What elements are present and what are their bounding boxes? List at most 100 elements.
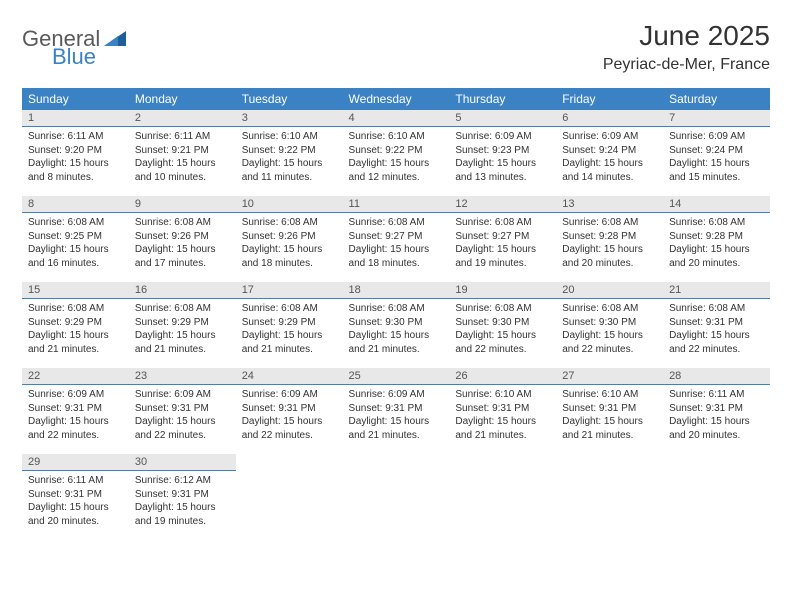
day-details: Sunrise: 6:10 AMSunset: 9:31 PMDaylight:… — [449, 385, 556, 446]
sunrise-text: Sunrise: 6:08 AM — [242, 302, 337, 316]
sunset-text: Sunset: 9:31 PM — [562, 402, 657, 416]
day-number: 20 — [556, 282, 663, 299]
calendar-week: 22Sunrise: 6:09 AMSunset: 9:31 PMDayligh… — [22, 368, 770, 454]
calendar-day: 11Sunrise: 6:08 AMSunset: 9:27 PMDayligh… — [343, 196, 450, 282]
day-number: 24 — [236, 368, 343, 385]
daylight-text-2: and 14 minutes. — [562, 171, 657, 185]
calendar-day: 14Sunrise: 6:08 AMSunset: 9:28 PMDayligh… — [663, 196, 770, 282]
logo-text-blue: Blue — [52, 44, 96, 70]
daylight-text-2: and 18 minutes. — [349, 257, 444, 271]
day-number: 28 — [663, 368, 770, 385]
sunset-text: Sunset: 9:20 PM — [28, 144, 123, 158]
sunrise-text: Sunrise: 6:08 AM — [562, 216, 657, 230]
daylight-text-1: Daylight: 15 hours — [242, 329, 337, 343]
sunrise-text: Sunrise: 6:08 AM — [135, 302, 230, 316]
day-number: 19 — [449, 282, 556, 299]
daylight-text-1: Daylight: 15 hours — [242, 157, 337, 171]
calendar-day: 1Sunrise: 6:11 AMSunset: 9:20 PMDaylight… — [22, 110, 129, 196]
day-details: Sunrise: 6:09 AMSunset: 9:24 PMDaylight:… — [556, 127, 663, 188]
day-details: Sunrise: 6:11 AMSunset: 9:21 PMDaylight:… — [129, 127, 236, 188]
sunset-text: Sunset: 9:30 PM — [349, 316, 444, 330]
day-number: 3 — [236, 110, 343, 127]
daylight-text-2: and 22 minutes. — [135, 429, 230, 443]
sunrise-text: Sunrise: 6:11 AM — [28, 474, 123, 488]
day-number: 25 — [343, 368, 450, 385]
calendar-day: 5Sunrise: 6:09 AMSunset: 9:23 PMDaylight… — [449, 110, 556, 196]
sunset-text: Sunset: 9:31 PM — [349, 402, 444, 416]
calendar-day: 19Sunrise: 6:08 AMSunset: 9:30 PMDayligh… — [449, 282, 556, 368]
daylight-text-1: Daylight: 15 hours — [28, 157, 123, 171]
daylight-text-1: Daylight: 15 hours — [455, 157, 550, 171]
day-details: Sunrise: 6:08 AMSunset: 9:25 PMDaylight:… — [22, 213, 129, 274]
day-details: Sunrise: 6:09 AMSunset: 9:31 PMDaylight:… — [343, 385, 450, 446]
day-details: Sunrise: 6:08 AMSunset: 9:31 PMDaylight:… — [663, 299, 770, 360]
day-details: Sunrise: 6:08 AMSunset: 9:29 PMDaylight:… — [22, 299, 129, 360]
calendar-table: Sunday Monday Tuesday Wednesday Thursday… — [22, 88, 770, 540]
day-header: Monday — [129, 88, 236, 110]
day-number: 8 — [22, 196, 129, 213]
calendar-day: 8Sunrise: 6:08 AMSunset: 9:25 PMDaylight… — [22, 196, 129, 282]
daylight-text-2: and 22 minutes. — [562, 343, 657, 357]
sunset-text: Sunset: 9:24 PM — [669, 144, 764, 158]
day-number: 13 — [556, 196, 663, 213]
calendar-day — [556, 454, 663, 540]
sunset-text: Sunset: 9:27 PM — [349, 230, 444, 244]
sunrise-text: Sunrise: 6:08 AM — [455, 302, 550, 316]
daylight-text-1: Daylight: 15 hours — [28, 415, 123, 429]
day-number: 7 — [663, 110, 770, 127]
sunrise-text: Sunrise: 6:08 AM — [669, 216, 764, 230]
daylight-text-1: Daylight: 15 hours — [669, 415, 764, 429]
calendar-day: 20Sunrise: 6:08 AMSunset: 9:30 PMDayligh… — [556, 282, 663, 368]
daylight-text-2: and 20 minutes. — [562, 257, 657, 271]
sunrise-text: Sunrise: 6:09 AM — [135, 388, 230, 402]
daylight-text-1: Daylight: 15 hours — [135, 243, 230, 257]
daylight-text-2: and 12 minutes. — [349, 171, 444, 185]
day-details: Sunrise: 6:09 AMSunset: 9:31 PMDaylight:… — [22, 385, 129, 446]
day-details: Sunrise: 6:10 AMSunset: 9:22 PMDaylight:… — [343, 127, 450, 188]
sunset-text: Sunset: 9:31 PM — [135, 488, 230, 502]
calendar-week: 29Sunrise: 6:11 AMSunset: 9:31 PMDayligh… — [22, 454, 770, 540]
day-details: Sunrise: 6:09 AMSunset: 9:24 PMDaylight:… — [663, 127, 770, 188]
daylight-text-2: and 13 minutes. — [455, 171, 550, 185]
daylight-text-1: Daylight: 15 hours — [455, 415, 550, 429]
sunset-text: Sunset: 9:31 PM — [455, 402, 550, 416]
sunset-text: Sunset: 9:30 PM — [562, 316, 657, 330]
daylight-text-2: and 21 minutes. — [28, 343, 123, 357]
calendar-day — [236, 454, 343, 540]
daylight-text-1: Daylight: 15 hours — [135, 501, 230, 515]
calendar-day: 29Sunrise: 6:11 AMSunset: 9:31 PMDayligh… — [22, 454, 129, 540]
day-details: Sunrise: 6:08 AMSunset: 9:30 PMDaylight:… — [343, 299, 450, 360]
day-details: Sunrise: 6:08 AMSunset: 9:27 PMDaylight:… — [449, 213, 556, 274]
sunset-text: Sunset: 9:26 PM — [242, 230, 337, 244]
calendar-day: 15Sunrise: 6:08 AMSunset: 9:29 PMDayligh… — [22, 282, 129, 368]
day-details: Sunrise: 6:10 AMSunset: 9:31 PMDaylight:… — [556, 385, 663, 446]
calendar-day: 23Sunrise: 6:09 AMSunset: 9:31 PMDayligh… — [129, 368, 236, 454]
sunrise-text: Sunrise: 6:08 AM — [28, 302, 123, 316]
title-block: June 2025 Peyriac-de-Mer, France — [603, 20, 770, 74]
daylight-text-1: Daylight: 15 hours — [349, 329, 444, 343]
day-number: 18 — [343, 282, 450, 299]
daylight-text-1: Daylight: 15 hours — [349, 415, 444, 429]
calendar-day: 26Sunrise: 6:10 AMSunset: 9:31 PMDayligh… — [449, 368, 556, 454]
daylight-text-1: Daylight: 15 hours — [669, 243, 764, 257]
day-number: 27 — [556, 368, 663, 385]
day-number: 22 — [22, 368, 129, 385]
calendar-day — [663, 454, 770, 540]
sunrise-text: Sunrise: 6:08 AM — [135, 216, 230, 230]
sunrise-text: Sunrise: 6:08 AM — [349, 302, 444, 316]
day-details: Sunrise: 6:12 AMSunset: 9:31 PMDaylight:… — [129, 471, 236, 532]
daylight-text-2: and 22 minutes. — [455, 343, 550, 357]
sunrise-text: Sunrise: 6:08 AM — [349, 216, 444, 230]
day-number: 2 — [129, 110, 236, 127]
daylight-text-1: Daylight: 15 hours — [562, 329, 657, 343]
sunrise-text: Sunrise: 6:11 AM — [28, 130, 123, 144]
day-details: Sunrise: 6:11 AMSunset: 9:31 PMDaylight:… — [22, 471, 129, 532]
sunrise-text: Sunrise: 6:10 AM — [455, 388, 550, 402]
day-number: 5 — [449, 110, 556, 127]
calendar-day: 21Sunrise: 6:08 AMSunset: 9:31 PMDayligh… — [663, 282, 770, 368]
day-header: Thursday — [449, 88, 556, 110]
daylight-text-2: and 20 minutes. — [28, 515, 123, 529]
day-number: 23 — [129, 368, 236, 385]
sunset-text: Sunset: 9:25 PM — [28, 230, 123, 244]
sunset-text: Sunset: 9:29 PM — [28, 316, 123, 330]
